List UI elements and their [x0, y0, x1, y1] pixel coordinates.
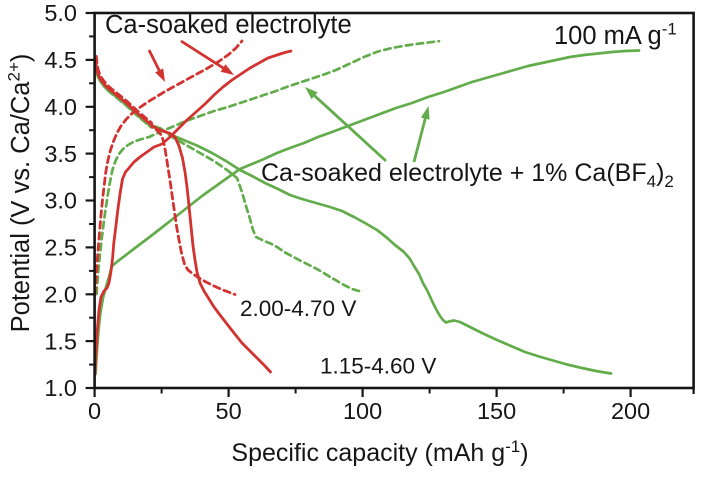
svg-text:200: 200 — [611, 398, 650, 424]
svg-text:1.5: 1.5 — [44, 328, 77, 354]
svg-text:Ca-soaked electrolyte + 1% Ca(: Ca-soaked electrolyte + 1% Ca(BF4)2 — [261, 159, 674, 191]
svg-text:50: 50 — [216, 398, 242, 424]
svg-text:100 mA g-1: 100 mA g-1 — [554, 20, 677, 51]
svg-text:100: 100 — [343, 398, 382, 424]
svg-text:4.5: 4.5 — [44, 47, 77, 73]
svg-text:2.00-4.70 V: 2.00-4.70 V — [240, 296, 356, 321]
svg-text:150: 150 — [477, 398, 516, 424]
svg-text:1.0: 1.0 — [44, 375, 77, 401]
svg-text:2.5: 2.5 — [44, 235, 77, 261]
svg-text:1.15-4.60 V: 1.15-4.60 V — [320, 354, 436, 379]
svg-text:3.5: 3.5 — [44, 141, 77, 167]
svg-text:4.0: 4.0 — [44, 94, 77, 120]
svg-text:0: 0 — [88, 398, 101, 424]
svg-text:2.0: 2.0 — [44, 282, 77, 308]
svg-text:5.0: 5.0 — [44, 0, 77, 26]
svg-text:Ca-soaked electrolyte: Ca-soaked electrolyte — [105, 11, 352, 39]
svg-text:Specific capacity (mAh g-1): Specific capacity (mAh g-1) — [231, 437, 528, 467]
svg-text:Potential (V vs. Ca/Ca2+): Potential (V vs. Ca/Ca2+) — [5, 54, 36, 333]
svg-text:3.0: 3.0 — [44, 188, 77, 214]
